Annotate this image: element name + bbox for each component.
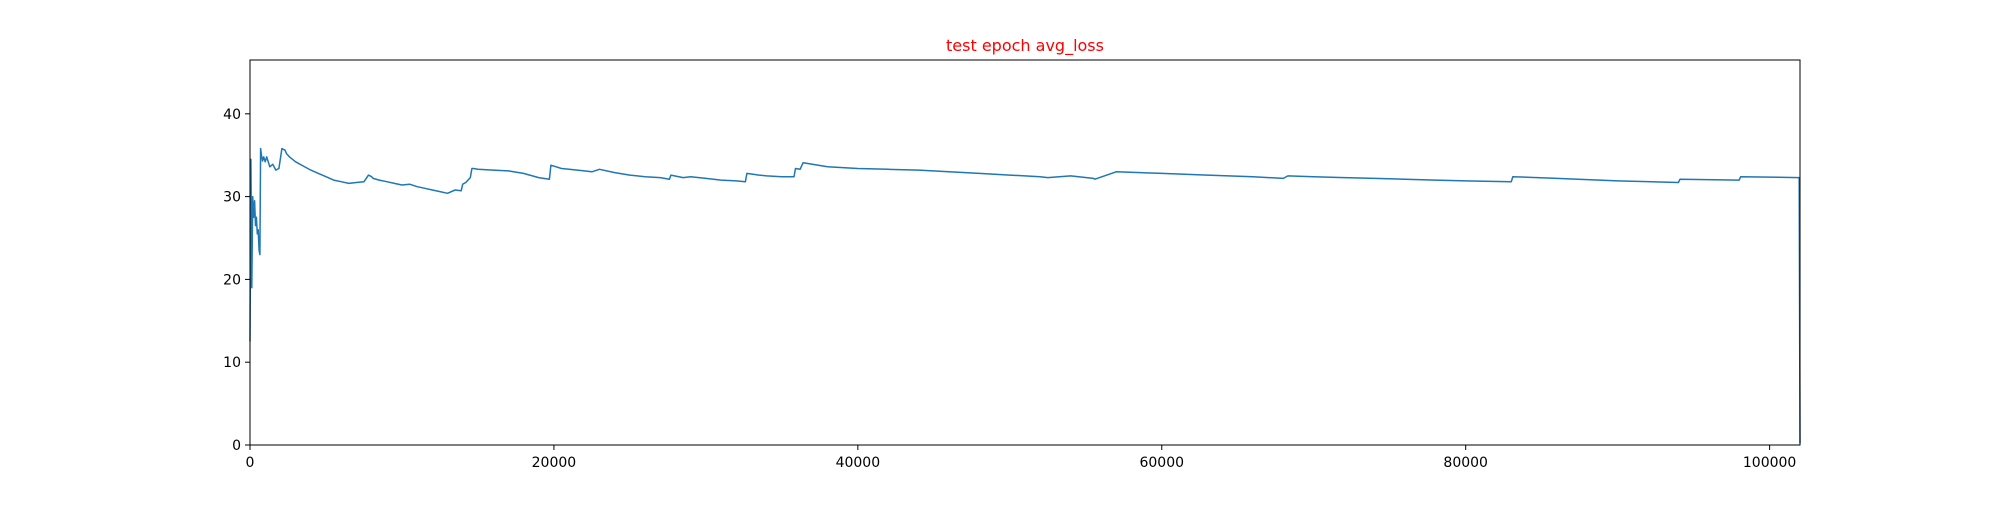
x-tick-label: 20000 [532,455,577,471]
y-tick-label: 0 [232,438,241,454]
axes-layer: 0 20000 40000 60000 80000 100000 0 10 20 30 40 [223,107,1796,471]
x-tick-label: 100000 [1743,455,1796,471]
y-tick-label: 20 [223,272,241,288]
y-tick-label: 10 [223,355,241,371]
x-tick-label: 0 [246,455,255,471]
y-tick-label: 30 [223,190,241,206]
plot-frame [249,59,1801,446]
series-layer [249,147,1801,444]
x-tick-label: 60000 [1139,455,1184,471]
series-line [249,147,1801,444]
x-tick-label: 80000 [1443,455,1488,471]
y-tick-label: 40 [223,107,241,123]
x-tick-label: 40000 [836,455,881,471]
chart-title: test epoch avg_loss [946,36,1104,56]
